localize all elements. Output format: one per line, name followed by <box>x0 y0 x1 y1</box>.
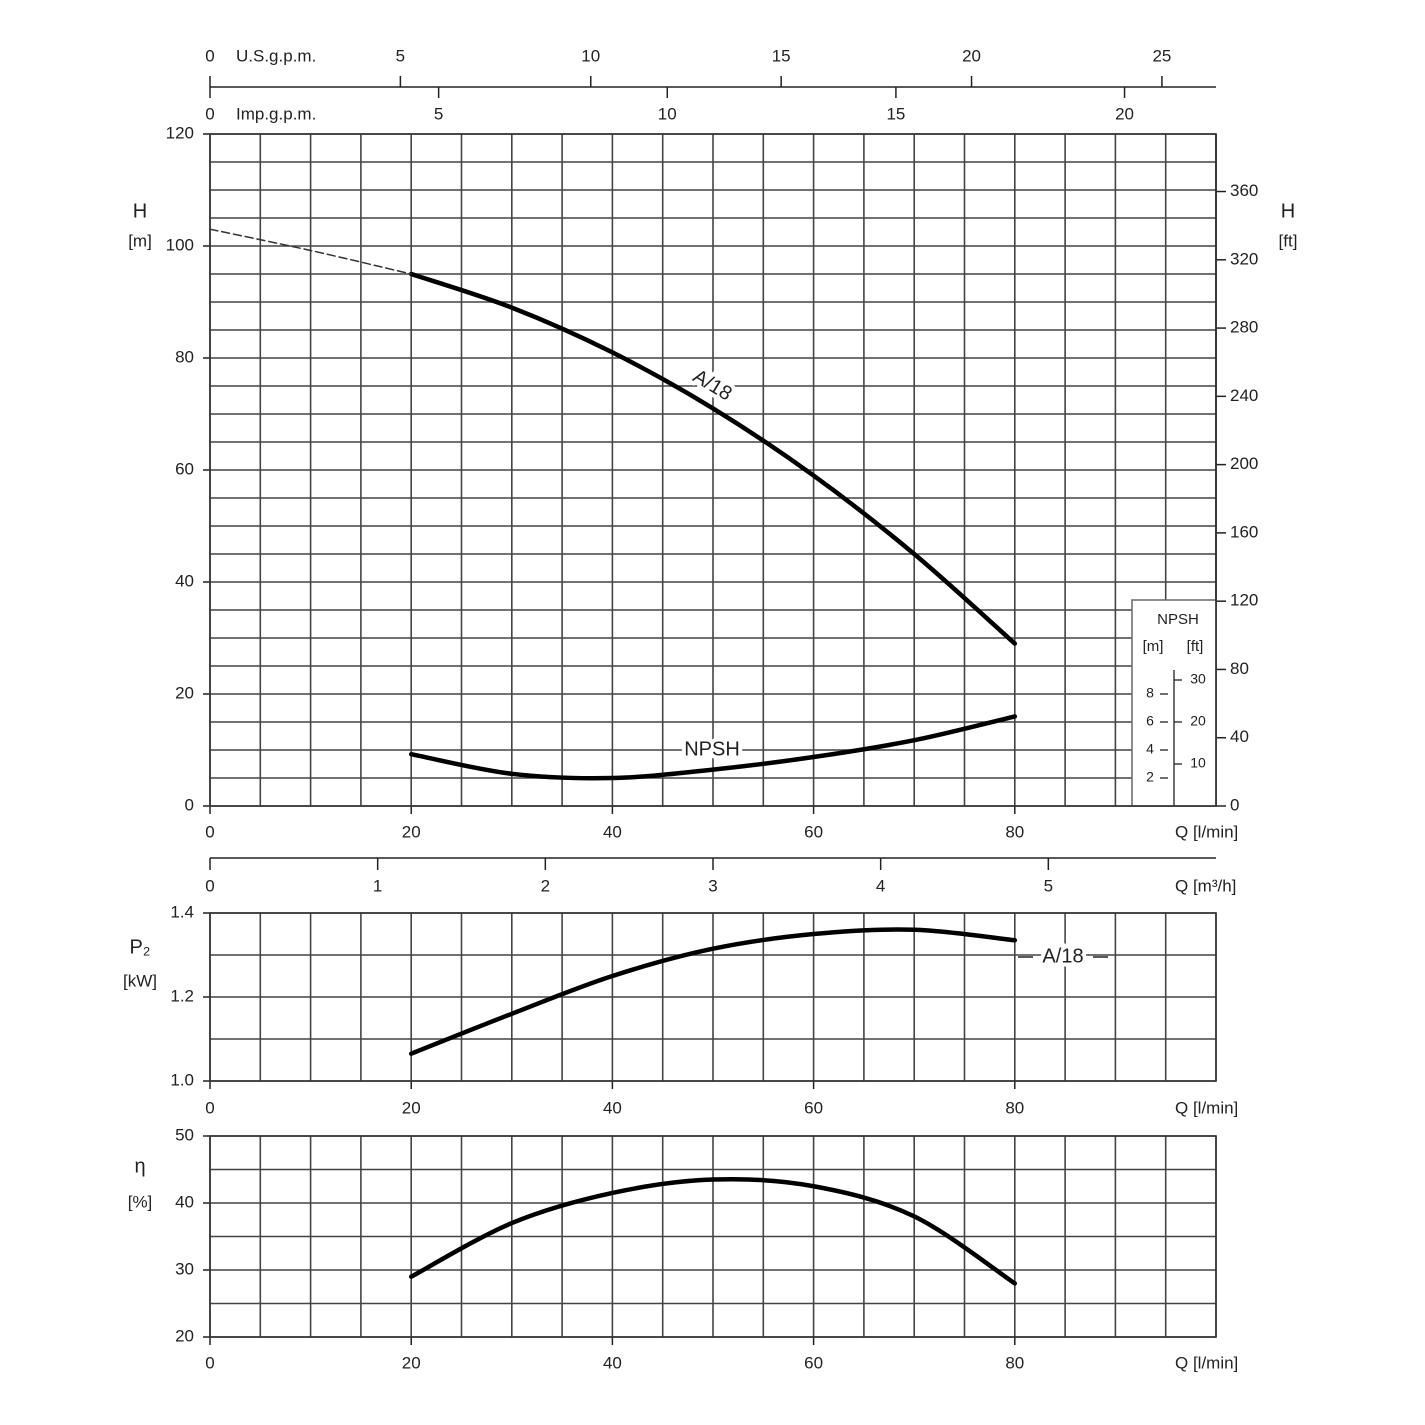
y2-tick-label: 160 <box>1230 522 1258 541</box>
y2-tick-label: 280 <box>1230 318 1258 337</box>
extra-x-tick-label: 15 <box>772 46 791 65</box>
plot-frame <box>209 912 1217 1082</box>
extra-x-tick-label: 2 <box>541 876 550 895</box>
x-axis-label: Q [l/min] <box>1175 1353 1238 1372</box>
line <box>408 1176 1018 1286</box>
npsh-unit-ft: [ft] <box>1187 638 1204 655</box>
extra-x-tick-label: 0 <box>205 876 214 895</box>
y2-axis-label: H <box>1281 200 1295 222</box>
x-tick-label: 20 <box>402 822 421 841</box>
x-tick-label: 0 <box>205 1098 214 1117</box>
x-tick-label: 60 <box>804 1353 823 1372</box>
extra-x-axis-label: Imp.g.p.m. <box>236 104 316 123</box>
y-tick-label: 120 <box>166 123 194 142</box>
x-tick-label: 40 <box>603 1098 622 1117</box>
y2-tick-label: 120 <box>1230 591 1258 610</box>
x-tick-label: 20 <box>402 1353 421 1372</box>
npsh-unit-m: [m] <box>1143 638 1164 655</box>
series-label: NPSH <box>684 738 740 760</box>
x-tick-label: 0 <box>205 1353 214 1372</box>
extra-x-tick-label: 25 <box>1152 46 1171 65</box>
y-tick-label: 20 <box>175 683 194 702</box>
x-tick-label: 40 <box>603 1353 622 1372</box>
y-tick-label: 20 <box>175 1326 194 1345</box>
y-tick-label: 100 <box>166 235 194 254</box>
y2-tick-label: 200 <box>1230 454 1258 473</box>
line <box>408 271 1018 646</box>
extra-x-axis-label: Q [m³/h] <box>1175 876 1236 895</box>
y-tick-label: 1.0 <box>170 1070 194 1089</box>
npsh-m-tick-label: 6 <box>1146 713 1154 729</box>
y-tick-label: 40 <box>175 1192 194 1211</box>
y-tick-label: 80 <box>175 347 194 366</box>
line <box>408 927 1018 1056</box>
x-axis-label: Q [l/min] <box>1175 822 1238 841</box>
series-label: A/18 <box>1042 945 1083 967</box>
extra-x-tick-label: 20 <box>1115 104 1134 123</box>
y-axis-unit: [m] <box>128 231 152 250</box>
y-axis-unit: [kW] <box>123 971 157 990</box>
extra-x-tick-label: 10 <box>581 46 600 65</box>
y2-axis-unit: [ft] <box>1279 231 1298 250</box>
npsh-ft-tick-label: 10 <box>1190 755 1206 771</box>
extra-x-tick-label: 0 <box>205 46 214 65</box>
extra-x-tick-label: 5 <box>1044 876 1053 895</box>
extra-x-tick-label: 10 <box>658 104 677 123</box>
line <box>408 714 1018 781</box>
y-tick-label: 1.2 <box>170 986 194 1005</box>
plot-frame <box>209 133 1217 807</box>
npsh-m-tick-label: 4 <box>1146 741 1154 757</box>
extra-x-tick-label: 0 <box>205 104 214 123</box>
y2-tick-label: 0 <box>1230 795 1239 814</box>
x-tick-label: 40 <box>603 822 622 841</box>
extra-x-tick-label: 4 <box>876 876 885 895</box>
y-tick-label: 60 <box>175 459 194 478</box>
y-axis-unit: [%] <box>128 1192 153 1211</box>
plot-frame <box>209 1135 1217 1338</box>
y-tick-label: 50 <box>175 1125 194 1144</box>
y2-tick-label: 320 <box>1230 249 1258 268</box>
x-tick-label: 80 <box>1005 1098 1024 1117</box>
dashed-line <box>209 228 412 275</box>
extra-x-tick-label: 15 <box>886 104 905 123</box>
y2-tick-label: 240 <box>1230 386 1258 405</box>
npsh-m-tick-label: 2 <box>1146 769 1154 785</box>
y-axis-label: H <box>133 200 147 222</box>
x-tick-label: 80 <box>1005 822 1024 841</box>
x-tick-label: 20 <box>402 1098 421 1117</box>
y2-tick-label: 80 <box>1230 659 1249 678</box>
npsh-m-tick-label: 8 <box>1146 685 1154 701</box>
x-tick-label: 60 <box>804 822 823 841</box>
extra-x-tick-label: 20 <box>962 46 981 65</box>
extra-x-tick-label: 1 <box>373 876 382 895</box>
npsh-ft-tick-label: 30 <box>1190 671 1206 687</box>
npsh-title: NPSH <box>1157 611 1199 628</box>
y-axis-label: η <box>134 1155 145 1177</box>
y-tick-label: 30 <box>175 1259 194 1278</box>
x-tick-label: 0 <box>205 822 214 841</box>
x-axis-label: Q [l/min] <box>1175 1098 1238 1117</box>
extra-x-tick-label: 5 <box>434 104 443 123</box>
y-tick-label: 40 <box>175 571 194 590</box>
y2-tick-label: 360 <box>1230 181 1258 200</box>
extra-x-tick-label: 5 <box>396 46 405 65</box>
extra-x-axis-label: U.S.g.p.m. <box>236 46 316 65</box>
extra-x-tick-label: 3 <box>708 876 717 895</box>
npsh-ft-tick-label: 20 <box>1190 713 1206 729</box>
y-tick-label: 1.4 <box>170 902 194 921</box>
y-tick-label: 0 <box>185 795 194 814</box>
y-axis-label: P₂ <box>129 936 150 958</box>
x-tick-label: 80 <box>1005 1353 1024 1372</box>
x-tick-label: 60 <box>804 1098 823 1117</box>
y2-tick-label: 40 <box>1230 727 1249 746</box>
